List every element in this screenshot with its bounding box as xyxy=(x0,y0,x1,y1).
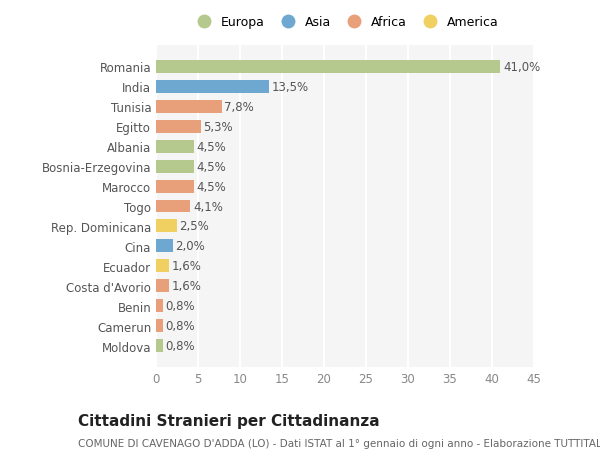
Bar xyxy=(156,300,163,313)
Legend: Europa, Asia, Africa, America: Europa, Asia, Africa, America xyxy=(188,14,502,32)
Text: COMUNE DI CAVENAGO D'ADDA (LO) - Dati ISTAT al 1° gennaio di ogni anno - Elabora: COMUNE DI CAVENAGO D'ADDA (LO) - Dati IS… xyxy=(78,438,600,448)
Bar xyxy=(156,240,173,253)
Text: 4,5%: 4,5% xyxy=(196,140,226,153)
Bar xyxy=(156,200,190,213)
Bar xyxy=(156,220,177,233)
Bar xyxy=(156,80,269,93)
Bar xyxy=(156,260,169,273)
Text: 13,5%: 13,5% xyxy=(272,80,309,94)
Text: 7,8%: 7,8% xyxy=(224,101,254,113)
Bar xyxy=(156,180,194,193)
Text: 2,5%: 2,5% xyxy=(179,220,209,233)
Bar xyxy=(156,320,163,333)
Text: Cittadini Stranieri per Cittadinanza: Cittadini Stranieri per Cittadinanza xyxy=(78,413,380,428)
Text: 0,8%: 0,8% xyxy=(165,300,195,313)
Text: 0,8%: 0,8% xyxy=(165,340,195,353)
Text: 5,3%: 5,3% xyxy=(203,120,233,133)
Bar xyxy=(156,61,500,73)
Text: 2,0%: 2,0% xyxy=(175,240,205,253)
Text: 4,5%: 4,5% xyxy=(196,180,226,193)
Text: 4,1%: 4,1% xyxy=(193,200,223,213)
Text: 4,5%: 4,5% xyxy=(196,160,226,173)
Text: 1,6%: 1,6% xyxy=(172,260,202,273)
Text: 41,0%: 41,0% xyxy=(503,61,540,73)
Bar xyxy=(156,160,194,173)
Bar xyxy=(156,120,200,133)
Bar xyxy=(156,101,221,113)
Bar xyxy=(156,280,169,293)
Text: 0,8%: 0,8% xyxy=(165,319,195,333)
Bar xyxy=(156,340,163,353)
Text: 1,6%: 1,6% xyxy=(172,280,202,293)
Bar xyxy=(156,140,194,153)
